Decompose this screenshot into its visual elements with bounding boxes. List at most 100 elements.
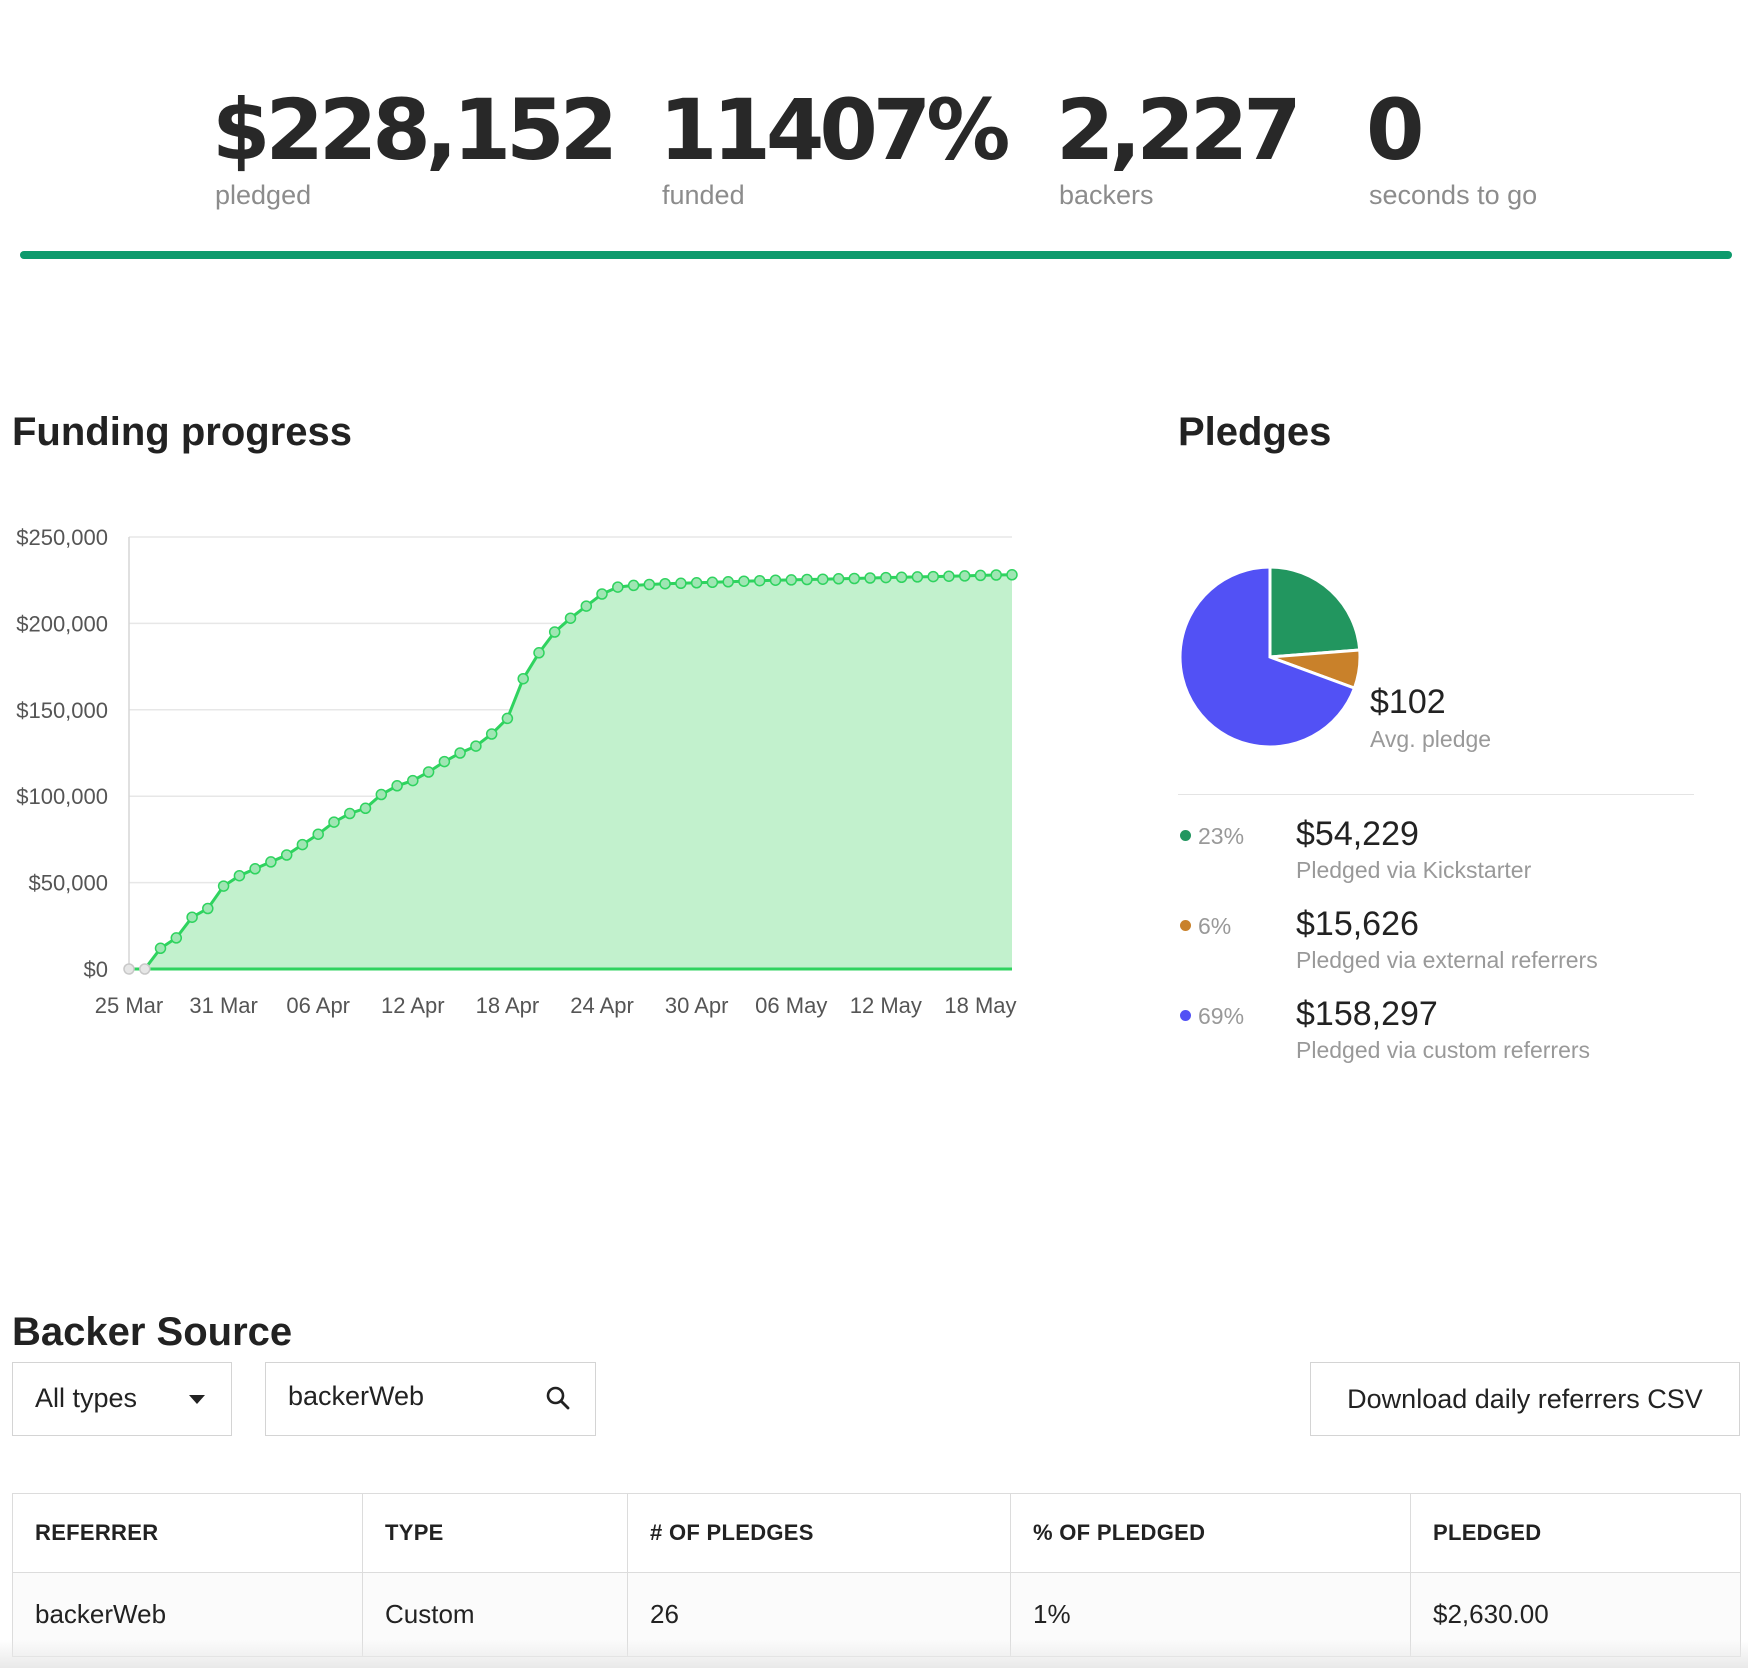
data-point — [154, 942, 167, 955]
pledges-pie-chart — [1178, 565, 1362, 749]
pledges-title: Pledges — [1178, 410, 1332, 454]
stat-funded: 11407% funded — [659, 81, 1010, 212]
funding-progress-title: Funding progress — [12, 410, 352, 454]
y-tick-label: $150,000 — [16, 698, 108, 723]
x-tick-label: 25 Mar — [95, 993, 163, 1018]
kickstarter-dot — [1180, 830, 1191, 841]
data-point — [470, 740, 482, 752]
kickstarter-amount: $54,229 — [1296, 815, 1419, 853]
data-point — [1006, 569, 1018, 581]
external-dot — [1180, 920, 1191, 931]
stat-backers-label: backers — [1059, 180, 1154, 210]
x-tick-label: 18 Apr — [476, 993, 540, 1018]
data-point — [454, 747, 466, 759]
data-point — [612, 581, 624, 593]
funding-progress-fill — [20, 251, 1732, 259]
data-point — [564, 612, 577, 624]
stat-time-left-value: 0 — [1366, 81, 1424, 179]
data-point — [485, 728, 498, 740]
stat-pledged-label: pledged — [215, 180, 312, 210]
data-point — [675, 577, 687, 590]
data-point — [943, 570, 955, 582]
column-header-pledged[interactable]: PLEDGED — [1410, 1493, 1741, 1573]
pledges-divider — [1178, 794, 1694, 795]
data-point — [895, 571, 908, 584]
stat-pledged-value: $228,152 — [212, 81, 618, 179]
data-point — [422, 766, 435, 778]
data-point — [785, 574, 798, 586]
avg-pledge-label: Avg. pledge — [1370, 726, 1492, 752]
data-point — [123, 963, 135, 975]
data-point — [880, 571, 892, 584]
data-point — [280, 849, 293, 861]
data-point — [375, 788, 388, 801]
x-tick-label: 31 Mar — [189, 993, 257, 1018]
data-point — [202, 902, 214, 915]
column-header-pledge-count[interactable]: # OF PLEDGES — [627, 1493, 1011, 1573]
download-csv-button[interactable]: Download daily referrers CSV — [1310, 1362, 1740, 1436]
data-point — [738, 575, 750, 587]
data-point — [753, 574, 766, 587]
x-tick-label: 06 Apr — [286, 993, 350, 1018]
data-point — [769, 574, 782, 586]
referrers-table: REFERRER TYPE # OF PLEDGES % OF PLEDGED … — [12, 1493, 1741, 1657]
data-point — [974, 569, 987, 582]
kickstarter-label: Pledged via Kickstarter — [1296, 857, 1532, 883]
custom-label: Pledged via custom referrers — [1296, 1037, 1591, 1063]
bottom-scroll-shadow — [0, 1640, 1748, 1668]
data-point — [990, 569, 1002, 581]
external-percent: 6% — [1198, 913, 1232, 939]
type-filter-value: All types — [35, 1383, 138, 1413]
stat-funded-value: 11407% — [659, 81, 1010, 179]
column-header-type[interactable]: TYPE — [362, 1493, 628, 1573]
custom-amount: $158,297 — [1296, 995, 1438, 1033]
type-filter-select[interactable]: All types — [12, 1362, 232, 1436]
data-point — [186, 911, 198, 923]
referrer-search-input[interactable] — [288, 1381, 528, 1412]
x-tick-label: 24 Apr — [570, 993, 634, 1018]
x-tick-label: 18 May — [944, 993, 1016, 1018]
referrer-search-field[interactable] — [265, 1362, 596, 1436]
external-amount: $15,626 — [1296, 905, 1419, 943]
column-header-referrer[interactable]: REFERRER — [12, 1493, 363, 1573]
data-point — [706, 576, 719, 589]
y-tick-label: $100,000 — [16, 784, 108, 809]
data-point — [170, 932, 183, 944]
data-point — [438, 755, 451, 768]
data-point — [627, 579, 640, 592]
table-header-row: REFERRER TYPE # OF PLEDGES % OF PLEDGED … — [12, 1493, 1741, 1573]
funding-chart: $0 $50,000 $100,000 $150,000 $200,000 $250,00… — [16, 525, 1018, 1018]
avg-pledge-value: $102 — [1370, 683, 1446, 721]
data-point — [548, 626, 561, 638]
external-label: Pledged via external referrers — [1296, 947, 1598, 973]
column-header-percent-pledged[interactable]: % OF PLEDGED — [1010, 1493, 1411, 1573]
data-point — [233, 869, 246, 882]
x-tick-label: 12 May — [850, 993, 922, 1018]
data-point — [265, 856, 277, 868]
data-point — [391, 780, 403, 792]
search-icon[interactable] — [545, 1385, 571, 1411]
data-point — [722, 576, 734, 588]
backer-source-title: Backer Source — [12, 1310, 293, 1354]
x-tick-label: 12 Apr — [381, 993, 445, 1018]
data-point — [407, 774, 419, 787]
funding-progress-bar — [20, 251, 1732, 259]
data-point — [659, 577, 671, 590]
funding-area — [129, 574, 1012, 969]
data-point — [139, 963, 151, 975]
y-tick-label: $200,000 — [16, 611, 108, 636]
data-point — [501, 712, 514, 725]
caret-down-icon — [189, 1395, 205, 1404]
data-point — [596, 588, 608, 600]
data-point — [690, 577, 703, 589]
stat-backers: 2,227 backers — [1056, 82, 1302, 212]
data-point — [328, 816, 340, 828]
data-point — [832, 573, 845, 585]
y-tick-label: $50,000 — [28, 871, 108, 896]
download-csv-label: Download daily referrers CSV — [1347, 1384, 1703, 1414]
custom-dot — [1180, 1010, 1191, 1021]
data-point — [533, 647, 545, 659]
data-point — [927, 570, 939, 583]
data-point — [249, 863, 261, 875]
data-point — [911, 571, 924, 583]
